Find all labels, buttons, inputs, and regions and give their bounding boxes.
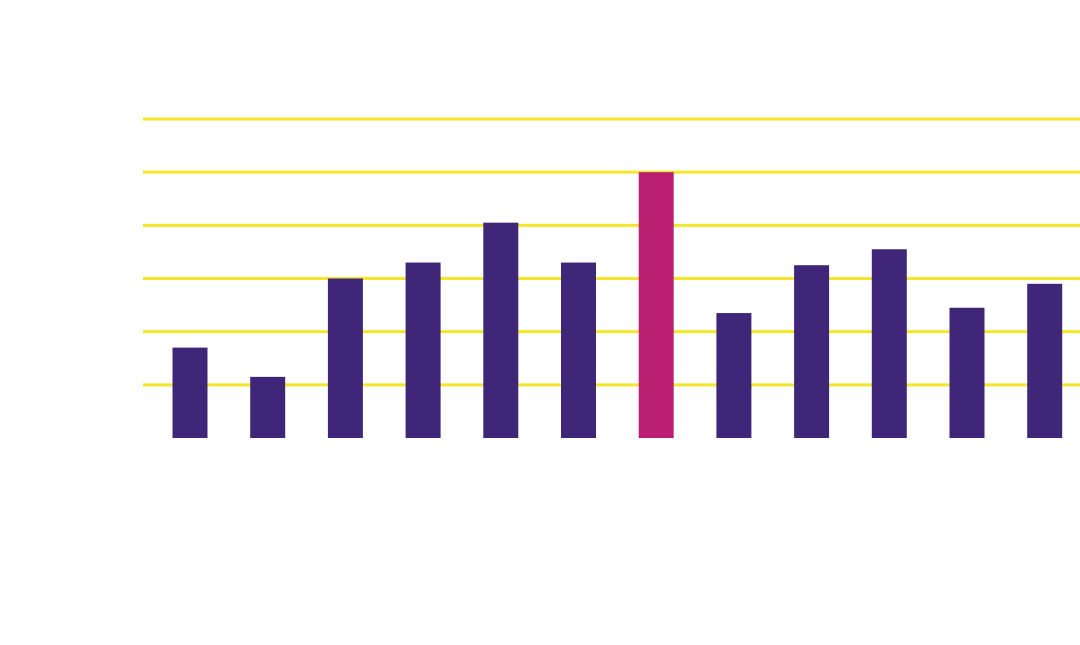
bar-5 xyxy=(483,222,519,438)
gridlines xyxy=(143,117,1080,387)
bar-6 xyxy=(561,262,596,438)
bar-4 xyxy=(405,262,441,438)
bar-10 xyxy=(871,249,907,438)
bar-7 xyxy=(638,172,674,438)
bar-12 xyxy=(1027,283,1063,438)
bar-2 xyxy=(250,376,286,438)
bar-11 xyxy=(949,307,985,438)
bar-3 xyxy=(327,278,363,438)
bar-8 xyxy=(716,313,752,438)
bar-9 xyxy=(794,265,830,438)
bars xyxy=(172,172,1063,438)
bar-1 xyxy=(172,347,208,438)
